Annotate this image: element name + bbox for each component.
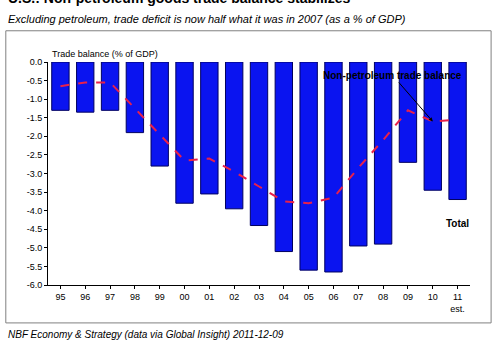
svg-text:11est.: 11est.: [450, 292, 465, 314]
svg-text:07: 07: [353, 292, 363, 302]
svg-text:-2.5: -2.5: [27, 150, 43, 160]
svg-text:97: 97: [105, 292, 115, 302]
svg-text:-5.0: -5.0: [27, 243, 43, 253]
svg-text:-1.5: -1.5: [27, 113, 43, 123]
svg-text:10: 10: [428, 292, 438, 302]
svg-text:-2.0: -2.0: [27, 131, 43, 141]
svg-text:04: 04: [279, 292, 289, 302]
svg-text:96: 96: [80, 292, 90, 302]
svg-text:-3.5: -3.5: [27, 187, 43, 197]
svg-text:Non-petroleum trade balance: Non-petroleum trade balance: [323, 70, 462, 81]
svg-text:-4.0: -4.0: [27, 206, 43, 216]
svg-text:02: 02: [229, 292, 239, 302]
svg-text:U.S.: Non-petroleum goods trad: U.S.: Non-petroleum goods trade balance …: [8, 0, 350, 6]
svg-text:06: 06: [328, 292, 338, 302]
svg-text:Total: Total: [446, 218, 469, 229]
svg-text:-3.0: -3.0: [27, 169, 43, 179]
svg-text:95: 95: [55, 292, 65, 302]
svg-text:09: 09: [403, 292, 413, 302]
svg-text:-0.5: -0.5: [27, 76, 43, 86]
svg-text:-4.5: -4.5: [27, 224, 43, 234]
svg-text:NBF Economy & Strategy (data v: NBF Economy & Strategy (data via Global …: [8, 329, 284, 340]
svg-text:0.0: 0.0: [30, 57, 43, 67]
svg-text:99: 99: [155, 292, 165, 302]
svg-text:03: 03: [254, 292, 264, 302]
svg-text:98: 98: [130, 292, 140, 302]
svg-text:-6.0: -6.0: [27, 280, 43, 290]
svg-text:08: 08: [378, 292, 388, 302]
svg-text:-5.5: -5.5: [27, 262, 43, 272]
svg-text:Excluding petroleum, trade def: Excluding petroleum, trade deficit is no…: [8, 13, 406, 25]
svg-text:-1.0: -1.0: [27, 94, 43, 104]
svg-text:00: 00: [180, 292, 190, 302]
svg-text:05: 05: [304, 292, 314, 302]
svg-text:Trade balance (% of GDP): Trade balance (% of GDP): [52, 49, 158, 59]
svg-text:01: 01: [204, 292, 214, 302]
